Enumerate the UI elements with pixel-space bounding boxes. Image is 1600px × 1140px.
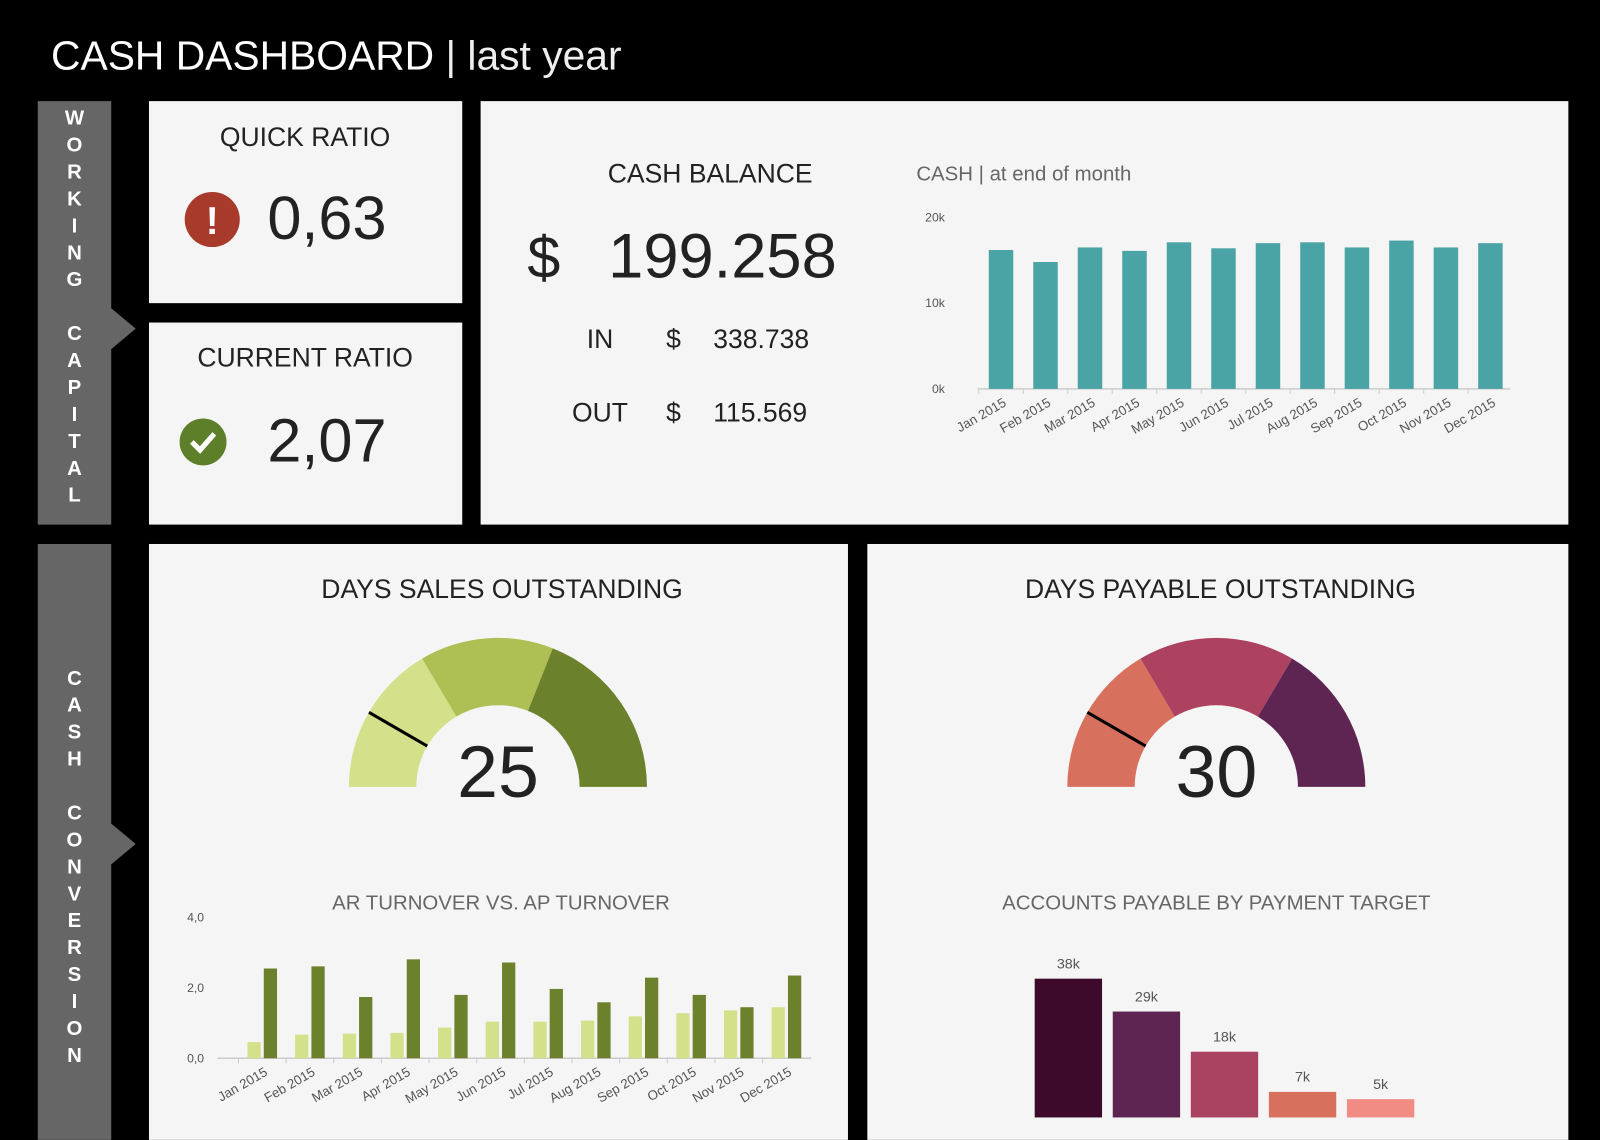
bar [988,250,1014,389]
bar [533,1021,547,1059]
bar [342,1033,357,1059]
bar [1077,247,1103,389]
title: CASH DASHBOARD [51,32,434,78]
bar [1478,243,1503,389]
gauge-value: 30 [1175,730,1257,813]
bar [1190,1051,1259,1118]
bar [1211,248,1236,389]
bar [597,1002,611,1059]
bar [502,962,516,1059]
kpi-value: 0,63 [267,184,386,252]
y-tick-label: 2,0 [187,981,204,995]
section-tab [37,543,136,1140]
page-title: CASH DASHBOARD | last year [51,32,622,78]
data-label: 18k [1213,1030,1237,1046]
gauge-needle [1086,711,1147,748]
ok-glyph [190,432,217,454]
bar [485,1021,499,1059]
gauge-band [1067,658,1175,787]
in-value: 338.738 [713,324,809,354]
gauge-value: 25 [457,730,539,813]
bar [1389,240,1414,389]
subtitle: | last year [445,32,621,78]
bar [1166,242,1192,389]
bar [549,988,563,1059]
chart-title: CASH | at end of month [916,164,1131,186]
currency: $ [527,224,560,291]
y-tick-label: 4,0 [187,911,204,925]
bar [263,968,278,1059]
bar [1034,978,1103,1118]
ok-icon [179,418,227,466]
gauge-needle [368,711,429,748]
cash-balance-title: CASH BALANCE [608,159,813,189]
bar [628,1016,642,1059]
y-tick-label: 0k [932,382,946,396]
cash-balance-value: 199.258 [608,222,837,292]
bar [723,1010,738,1059]
gauge-band [528,648,647,787]
currency: $ [666,398,681,428]
bar [390,1032,404,1059]
chart-title: AR TURNOVER VS. AP TURNOVER [332,892,670,914]
in-label: IN [587,324,614,354]
bar [581,1020,595,1059]
y-tick-label: 20k [925,211,946,225]
bar [1033,262,1058,389]
bar [1344,247,1370,389]
alert-icon [184,191,240,248]
data-label: 38k [1057,956,1081,972]
bar [787,975,802,1059]
section-tab [37,101,136,525]
data-label: 5k [1373,1077,1389,1093]
data-label: 7k [1295,1070,1311,1086]
kpi-label: QUICK RATIO [220,122,390,152]
bar [1255,243,1281,389]
bar [645,977,659,1059]
y-tick-label: 0,0 [187,1051,204,1065]
alert-glyph: ! [206,200,219,243]
bar [676,1013,690,1059]
gauge-band [1257,658,1366,787]
bar [311,966,325,1059]
chart-title: ACCOUNTS PAYABLE BY PAYMENT TARGET [1002,892,1430,914]
bar [359,997,373,1059]
bar [740,1007,754,1059]
out-value: 115.569 [713,398,807,428]
gauge-title: DAYS SALES OUTSTANDING [321,574,682,604]
gauge-band [1140,637,1293,717]
bar [1346,1099,1415,1118]
bar [1122,250,1147,389]
bar [1433,247,1459,389]
bar [406,959,420,1059]
currency: $ [666,324,681,354]
gauge-title: DAYS PAYABLE OUTSTANDING [1025,574,1416,604]
bar [1300,242,1325,389]
gauge-band [422,637,553,717]
bar [1112,1011,1181,1118]
bar [438,1027,452,1059]
bar [454,994,468,1059]
bar [295,1034,309,1059]
bar [771,1007,785,1059]
kpi-label: CURRENT RATIO [197,342,413,372]
bar [247,1042,261,1059]
data-label: 29k [1135,989,1159,1005]
kpi-value: 2,07 [267,406,386,474]
bar [1268,1091,1337,1118]
out-label: OUT [572,398,628,428]
y-tick-label: 10k [925,296,946,310]
panel [480,101,1569,525]
panel [867,543,1569,1140]
bar [692,994,706,1059]
gauge-band [348,658,457,787]
